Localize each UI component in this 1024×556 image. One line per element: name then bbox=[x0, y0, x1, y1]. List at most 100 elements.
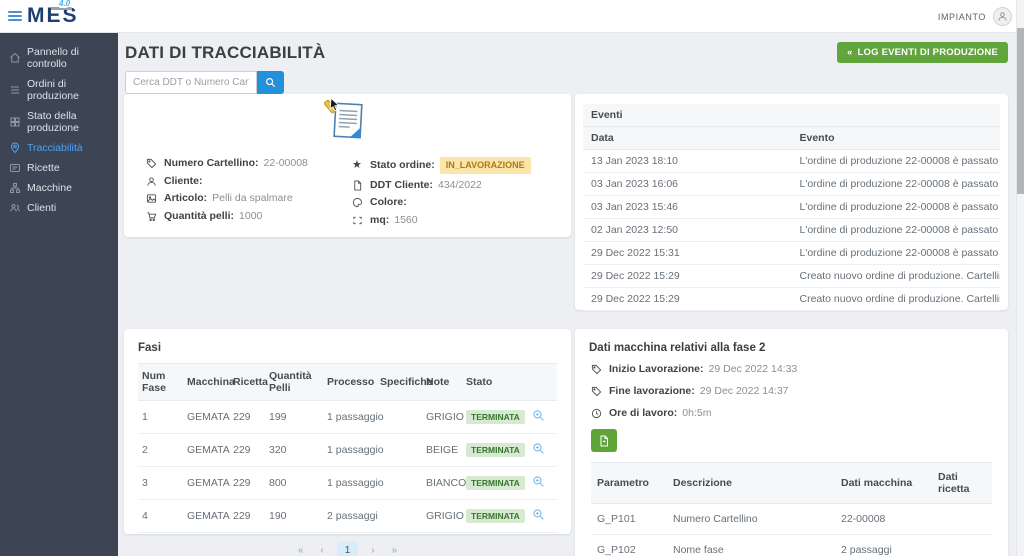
phase-row: 2 GEMATA 229 320 1 passaggio BEIGE TERMINA… bbox=[138, 433, 557, 467]
events-title: Eventi bbox=[583, 104, 1000, 127]
sidebar-item-label: Clienti bbox=[27, 202, 57, 214]
phase-row: 1 GEMATA 229 199 1 passaggio GRIGIO TERMIN… bbox=[138, 400, 557, 434]
order-status-badge: IN_LAVORAZIONE bbox=[439, 157, 531, 174]
field-ddt-cliente: DDT Cliente: 434/2022 bbox=[352, 179, 558, 192]
pagination-first[interactable]: « bbox=[297, 545, 304, 556]
sidebar-item-label: Ordini di produzione bbox=[27, 78, 79, 102]
grid-icon bbox=[9, 116, 21, 128]
search-button[interactable] bbox=[257, 71, 284, 94]
page-title: DATI DI TRACCIABILITÀ bbox=[125, 43, 326, 62]
phase-status-badge: TERMINATA bbox=[466, 509, 525, 523]
palette-icon bbox=[352, 197, 365, 208]
phase-status-badge: TERMINATA bbox=[466, 443, 525, 457]
zoom-in-icon[interactable] bbox=[532, 409, 545, 422]
tag-icon bbox=[591, 364, 604, 375]
events-card: Eventi Data Evento 13 Jan 2023 18:10 L'or… bbox=[575, 94, 1008, 311]
cart-icon bbox=[146, 211, 159, 222]
memo-document-icon bbox=[323, 98, 372, 144]
sidebar-item-stato-della-produzione[interactable]: Stato della produzione bbox=[0, 106, 118, 138]
phases-table: Num Fase Macchina Ricetta Quantità Pelli P… bbox=[138, 363, 557, 533]
field-inizio-lavorazione: Inizio Lavorazione: 29 Dec 2022 14:33 bbox=[591, 363, 992, 376]
phase-row: 4 GEMATA 229 190 2 passaggi GRIGIO TERMINA… bbox=[138, 499, 557, 533]
event-row: 29 Dec 2022 15:31 L'ordine di produzione … bbox=[583, 241, 1000, 265]
field-ore-di-lavoro: Ore di lavoro: 0h:5m bbox=[591, 407, 992, 420]
sidebar-item-pannello-di-controllo[interactable]: Pannello di controllo bbox=[0, 42, 118, 74]
main-content: DATI DI TRACCIABILITÀ « LOG EVENTI DI PR… bbox=[118, 33, 1024, 556]
event-row: 29 Dec 2022 15:29 Creato nuovo ordine di … bbox=[583, 264, 1000, 288]
area-icon bbox=[352, 215, 365, 226]
field-numero-cartellino: Numero Cartellino: 22-00008 bbox=[146, 157, 352, 170]
events-table: Eventi Data Evento 13 Jan 2023 18:10 L'or… bbox=[583, 104, 1000, 311]
phases-card: Fasi Num Fase Macchina Ricetta Quantità Pe… bbox=[124, 329, 571, 556]
file-icon bbox=[352, 179, 365, 191]
person-icon bbox=[146, 176, 159, 187]
home-icon bbox=[9, 52, 21, 64]
pagination-prev[interactable]: ‹ bbox=[320, 545, 324, 556]
scrollbar-thumb[interactable] bbox=[1017, 28, 1024, 194]
phase-row: 3 GEMATA 229 800 1 passaggio BIANCO TERMIN… bbox=[138, 466, 557, 500]
export-report-button[interactable] bbox=[591, 429, 617, 452]
event-row: 29 Dec 2022 15:29 Creato nuovo ordine di … bbox=[583, 287, 1000, 311]
parameter-row: G_P101 Numero Cartellino 22-00008 bbox=[591, 503, 992, 535]
search-input[interactable] bbox=[125, 71, 257, 94]
field-quantita-pelli: Quantità pelli: 1000 bbox=[146, 210, 352, 223]
event-row: 02 Jan 2023 12:50 L'ordine di produzione … bbox=[583, 218, 1000, 242]
zoom-in-icon[interactable] bbox=[532, 475, 545, 488]
star-icon: ★ bbox=[352, 159, 362, 171]
event-row: 03 Jan 2023 16:06 L'ordine di produzione … bbox=[583, 172, 1000, 196]
field-colore: Colore: bbox=[352, 196, 558, 209]
machine-data-title: Dati macchina relativi alla fase 2 bbox=[589, 342, 766, 354]
topbar: MES 4.0 IMPIANTO bbox=[0, 0, 1024, 33]
zoom-in-icon[interactable] bbox=[532, 508, 545, 521]
hamburger-menu-icon[interactable] bbox=[8, 11, 22, 22]
logo-version: 4.0 bbox=[51, 0, 73, 10]
pagination-page-1[interactable]: 1 bbox=[336, 542, 359, 556]
log-button-label: LOG EVENTI DI PRODUZIONE bbox=[857, 47, 998, 58]
users-icon bbox=[9, 202, 21, 214]
event-row: 03 Jan 2023 15:46 L'ordine di produzione … bbox=[583, 195, 1000, 219]
field-mq: mq: 1560 bbox=[352, 214, 558, 227]
field-fine-lavorazione: Fine lavorazione: 29 Dec 2022 14:37 bbox=[591, 385, 992, 398]
log-eventi-produzione-button[interactable]: « LOG EVENTI DI PRODUZIONE bbox=[837, 42, 1008, 63]
sitemap-icon bbox=[9, 182, 21, 194]
field-articolo: Articolo: Pelli da spalmare bbox=[146, 192, 352, 205]
page-scrollbar[interactable] bbox=[1016, 0, 1024, 556]
tag-icon bbox=[146, 158, 159, 169]
phases-title: Fasi bbox=[138, 342, 162, 354]
app-logo: MES 4.0 bbox=[27, 0, 79, 31]
pin-icon bbox=[9, 142, 21, 154]
sidebar-item-label: Stato della produzione bbox=[27, 110, 79, 134]
phase-status-badge: TERMINATA bbox=[466, 476, 525, 490]
sidebar-item-label: Tracciabilità bbox=[27, 142, 83, 154]
events-col-evento: Evento bbox=[791, 126, 1000, 150]
events-col-data: Data bbox=[583, 126, 792, 150]
sidebar-item-clienti[interactable]: Clienti bbox=[0, 198, 118, 218]
order-details-card: Numero Cartellino: 22-00008 Cliente: Art… bbox=[124, 94, 571, 237]
sidebar-item-tracciabilita[interactable]: Tracciabilità bbox=[0, 138, 118, 158]
sidebar-item-ricette[interactable]: Ricette bbox=[0, 158, 118, 178]
machine-parameters-table: Parametro Descrizione Dati macchina Dati r… bbox=[591, 462, 992, 556]
export-file-icon bbox=[598, 435, 610, 447]
user-label: IMPIANTO bbox=[937, 11, 986, 22]
zoom-in-icon[interactable] bbox=[532, 442, 545, 455]
double-chevron-left-icon: « bbox=[847, 47, 853, 58]
tag-icon bbox=[591, 386, 604, 397]
event-row: 13 Jan 2023 18:10 L'ordine di produzione … bbox=[583, 149, 1000, 173]
user-menu[interactable]: IMPIANTO bbox=[938, 0, 1012, 33]
user-avatar-icon[interactable] bbox=[993, 7, 1012, 26]
sidebar-item-ordini-di-produzione[interactable]: Ordini di produzione bbox=[0, 74, 118, 106]
sidebar-item-macchine[interactable]: Macchine bbox=[0, 178, 118, 198]
field-stato-ordine: ★ Stato ordine: IN_LAVORAZIONE bbox=[352, 157, 558, 174]
sidebar-item-label: Pannello di controllo bbox=[27, 46, 79, 70]
cursor-icon bbox=[329, 98, 339, 112]
search-bar bbox=[125, 71, 284, 94]
sidebar-item-label: Macchine bbox=[27, 182, 72, 194]
parameter-row: G_P102 Nome fase 2 passaggi bbox=[591, 534, 992, 556]
list-icon bbox=[9, 84, 21, 96]
sidebar-item-label: Ricette bbox=[27, 162, 60, 174]
phase-status-badge: TERMINATA bbox=[466, 410, 525, 424]
card-icon bbox=[9, 162, 21, 174]
clock-icon bbox=[591, 408, 604, 419]
pagination-next[interactable]: › bbox=[371, 545, 375, 556]
pagination-last[interactable]: » bbox=[391, 545, 398, 556]
